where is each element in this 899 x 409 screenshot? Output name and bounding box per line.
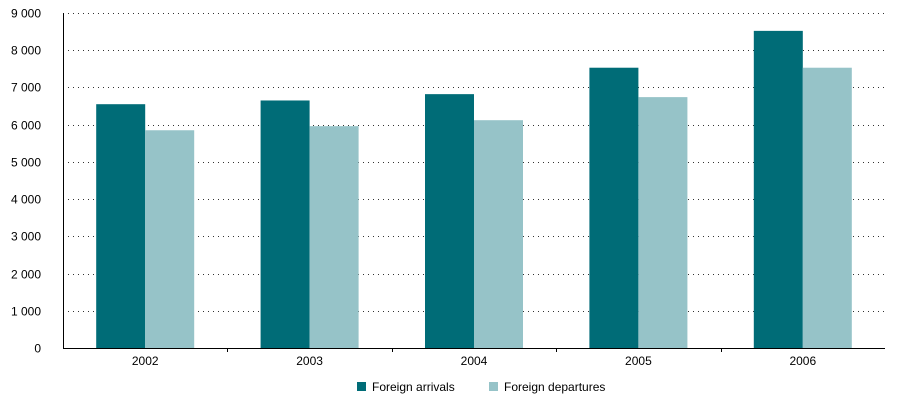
legend: Foreign arrivals Foreign departures: [357, 380, 605, 394]
legend-swatch-foreign-departures: [489, 382, 498, 391]
legend-label-foreign-departures: Foreign departures: [504, 380, 605, 394]
bar-foreign-departures-2006: [802, 67, 852, 348]
bar-foreign-arrivals-2004: [425, 94, 474, 349]
bar-foreign-departures-2005: [638, 97, 688, 348]
y-tick-label-5000: 5 000: [11, 156, 41, 170]
x-tick-label-2006: 2006: [789, 354, 816, 368]
bar-foreign-arrivals-2002: [96, 104, 146, 348]
y-tick-label-8000: 8 000: [11, 44, 41, 58]
legend-label-foreign-arrivals: Foreign arrivals: [372, 380, 455, 394]
legend-swatch-foreign-arrivals: [357, 382, 366, 391]
x-tick-label-2003: 2003: [296, 354, 323, 368]
x-tick-label-2002: 2002: [132, 354, 159, 368]
bar-foreign-departures-2002: [145, 130, 195, 348]
y-tick-label-2000: 2 000: [11, 268, 41, 282]
bar-foreign-arrivals-2003: [260, 100, 310, 348]
bar-foreign-arrivals-2005: [589, 67, 639, 348]
x-tick-label-2004: 2004: [461, 354, 488, 368]
bar-foreign-arrivals-2006: [753, 30, 803, 348]
y-tick-label-3000: 3 000: [11, 230, 41, 244]
bars: [96, 30, 852, 349]
y-tick-label-6000: 6 000: [11, 119, 41, 133]
bar-foreign-departures-2004: [474, 120, 523, 348]
x-tick-label-2005: 2005: [625, 354, 652, 368]
y-tick-label-9000: 9 000: [11, 7, 41, 21]
bar-foreign-departures-2003: [309, 126, 359, 349]
y-tick-label-0: 0: [34, 342, 41, 356]
y-tick-label-7000: 7 000: [11, 81, 41, 95]
y-tick-label-4000: 4 000: [11, 193, 41, 207]
y-tick-label-1000: 1 000: [11, 305, 41, 319]
axes: 0 1 000 2 000 3 000 4 000 5 000 6 000 7 000 8 00…: [11, 7, 885, 368]
